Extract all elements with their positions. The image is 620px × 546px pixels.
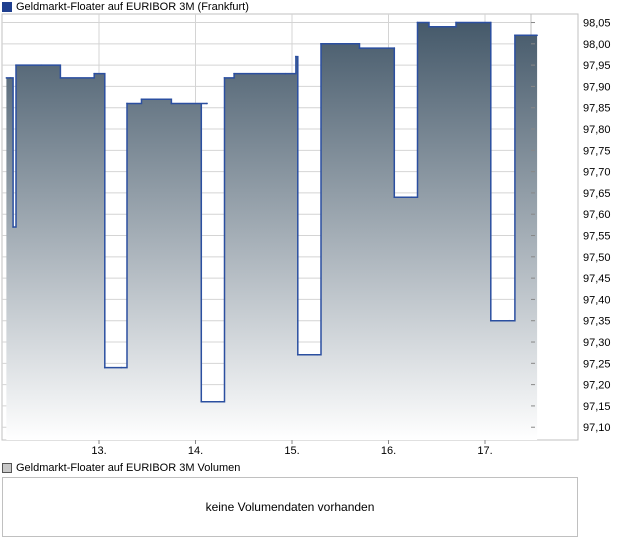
price-point <box>358 47 361 49</box>
price-point <box>393 47 396 49</box>
price-point <box>428 25 430 28</box>
price-point <box>284 72 287 75</box>
x-axis: 13. 14. 15. 16. 17. <box>91 440 493 457</box>
price-point <box>233 72 235 75</box>
y-tick-label: 97,70 <box>583 167 611 179</box>
price-point <box>103 366 106 369</box>
price-legend: Geldmarkt-Floater auf EURIBOR 3M (Frankf… <box>2 0 249 14</box>
volume-panel: keine Volumendaten vorhanden <box>2 477 578 537</box>
y-tick-label: 97,95 <box>583 60 611 72</box>
x-tick-label: 14. <box>188 445 203 457</box>
y-tick-label: 97,25 <box>583 358 611 370</box>
price-point <box>489 21 492 24</box>
price-point <box>508 319 510 322</box>
y-tick-label: 98,00 <box>583 39 611 51</box>
volume-legend-swatch <box>2 463 12 473</box>
price-point <box>410 196 413 198</box>
price-area <box>6 22 538 440</box>
y-tick-label: 97,75 <box>583 145 611 157</box>
price-legend-swatch <box>2 2 12 12</box>
x-tick-label: 17. <box>477 445 492 457</box>
price-point <box>12 226 14 228</box>
price-point <box>416 21 419 24</box>
y-tick-label: 98,05 <box>583 18 611 30</box>
price-point <box>316 354 318 356</box>
y-tick-label: 97,10 <box>583 422 611 434</box>
price-point <box>295 55 297 58</box>
x-tick-label: 15. <box>284 445 299 457</box>
price-chart: 98,05 98,00 97,95 97,90 97,85 97,80 97,75 97,70… <box>1 13 611 457</box>
price-point <box>514 34 516 37</box>
price-point <box>455 21 457 24</box>
price-point <box>93 72 95 75</box>
price-area-layer <box>6 22 538 440</box>
price-point <box>206 102 208 105</box>
y-tick-label: 97,15 <box>583 401 611 413</box>
y-tick-label: 97,30 <box>583 337 611 349</box>
price-point <box>489 319 492 322</box>
volume-empty-message: keine Volumendaten vorhanden <box>205 500 375 514</box>
price-point <box>5 77 8 79</box>
y-tick-label: 97,85 <box>583 103 611 115</box>
y-tick-label: 97,80 <box>583 124 611 136</box>
price-point <box>200 400 203 403</box>
volume-legend: Geldmarkt-Floater auf EURIBOR 3M Volumen <box>2 461 240 475</box>
y-tick-label: 97,55 <box>583 231 611 243</box>
y-axis: 98,05 98,00 97,95 97,90 97,85 97,80 97,75 97,70… <box>531 18 611 434</box>
y-tick-label: 97,50 <box>583 252 611 264</box>
price-point <box>393 196 396 198</box>
price-point <box>126 102 128 105</box>
y-tick-label: 97,90 <box>583 81 611 93</box>
price-point <box>170 102 173 105</box>
price-line <box>6 21 538 403</box>
price-point <box>140 98 143 100</box>
y-tick-label: 97,40 <box>583 294 611 306</box>
y-tick-label: 97,65 <box>583 188 611 200</box>
x-tick-label: 16. <box>381 445 396 457</box>
price-point <box>320 43 322 45</box>
price-point <box>120 366 122 369</box>
y-tick-label: 97,60 <box>583 209 611 221</box>
price-point <box>218 400 221 403</box>
price-point <box>59 77 62 79</box>
price-point <box>9 77 12 79</box>
price-legend-label: Geldmarkt-Floater auf EURIBOR 3M (Frankf… <box>16 1 249 13</box>
price-point <box>223 77 226 79</box>
x-tick-label: 13. <box>91 445 106 457</box>
volume-legend-label: Geldmarkt-Floater auf EURIBOR 3M Volumen <box>16 462 241 474</box>
y-tick-label: 97,45 <box>583 273 611 285</box>
price-point <box>536 34 538 37</box>
y-tick-label: 97,20 <box>583 380 611 392</box>
price-line-layer <box>5 21 538 403</box>
price-point <box>40 64 42 66</box>
price-point <box>296 354 299 356</box>
price-point <box>15 64 17 66</box>
y-tick-label: 97,35 <box>583 316 611 328</box>
